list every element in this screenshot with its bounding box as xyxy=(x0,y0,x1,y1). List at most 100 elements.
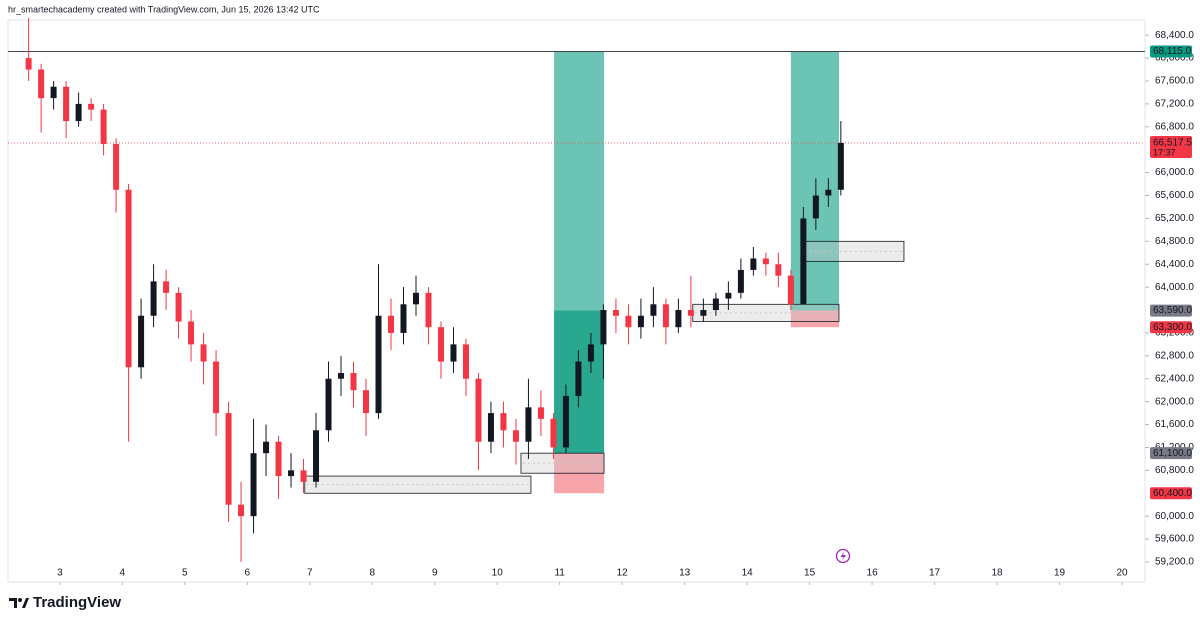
candle-body xyxy=(450,344,457,362)
x-tick-label: 19 xyxy=(1054,568,1066,579)
stop-zone xyxy=(790,310,839,328)
y-tick-label: 64,800.0 xyxy=(1155,236,1194,247)
candle-body xyxy=(562,395,569,448)
candle xyxy=(762,252,769,276)
y-tick-label: 65,600.0 xyxy=(1155,190,1194,201)
candle-body xyxy=(275,441,282,477)
x-tick-label: 5 xyxy=(182,568,188,579)
candle-body xyxy=(88,103,95,110)
candle-body xyxy=(775,264,782,276)
candle xyxy=(675,298,682,333)
candle xyxy=(238,481,245,562)
candle-body xyxy=(38,69,45,99)
price-badge-label: 61,100.0 xyxy=(1153,448,1192,459)
candle xyxy=(800,206,807,305)
candle xyxy=(288,453,295,488)
x-tick-label: 4 xyxy=(120,568,126,579)
candle xyxy=(63,80,70,139)
y-tick-label: 62,000.0 xyxy=(1155,396,1194,407)
candle-body xyxy=(475,378,482,442)
candle xyxy=(487,401,494,454)
candle-body xyxy=(550,418,557,448)
candle-body xyxy=(787,275,794,305)
x-tick-label: 6 xyxy=(245,568,251,579)
candle xyxy=(712,292,719,316)
candle-body xyxy=(163,281,170,293)
x-tick-label: 3 xyxy=(57,568,63,579)
price-badge-label: 68,115.0 xyxy=(1153,46,1192,57)
candle xyxy=(475,373,482,471)
candle xyxy=(163,269,170,311)
price-badge-label: 63,590.0 xyxy=(1153,305,1192,316)
position-tool xyxy=(554,51,605,494)
candle-body xyxy=(662,304,669,328)
candle-body xyxy=(363,390,370,414)
candle xyxy=(600,304,607,379)
candle-body xyxy=(650,304,657,316)
y-tick-label: 60,000.0 xyxy=(1155,511,1194,522)
price-badge-label: 63,300.0 xyxy=(1153,322,1192,333)
candle xyxy=(450,327,457,374)
candle-body xyxy=(537,407,544,419)
candle-body xyxy=(188,321,195,345)
candle xyxy=(313,413,320,488)
candle-body xyxy=(300,470,307,482)
candle-body xyxy=(125,189,132,368)
y-tick-label: 66,800.0 xyxy=(1155,121,1194,132)
candle xyxy=(750,247,757,276)
candle-body xyxy=(325,378,332,431)
candle xyxy=(550,413,557,459)
candle-body xyxy=(338,373,345,379)
x-tick-label: 13 xyxy=(679,568,691,579)
candle-body xyxy=(313,430,320,482)
zone-box xyxy=(802,240,905,262)
candle xyxy=(200,332,207,385)
y-tick-label: 62,800.0 xyxy=(1155,350,1194,361)
candle-body xyxy=(637,315,644,328)
x-tick-label: 10 xyxy=(492,568,504,579)
price-badge xyxy=(1150,487,1192,500)
candle xyxy=(400,287,407,345)
candle-body xyxy=(412,292,419,305)
candle xyxy=(662,298,669,345)
candle xyxy=(512,418,519,465)
candle-body xyxy=(400,304,407,333)
candle xyxy=(462,338,469,396)
candle xyxy=(300,458,307,494)
candle xyxy=(50,80,57,110)
y-tick-label: 67,600.0 xyxy=(1155,76,1194,87)
brand-name: TradingView xyxy=(33,594,121,611)
candle xyxy=(687,275,694,328)
candle xyxy=(250,418,257,534)
candle xyxy=(263,424,270,477)
candle-body xyxy=(600,310,607,345)
candle xyxy=(188,310,195,362)
candle-body xyxy=(825,189,832,196)
zone-box xyxy=(520,452,605,474)
y-tick-label: 59,600.0 xyxy=(1155,534,1194,545)
x-tick-label: 17 xyxy=(929,568,941,579)
candle-body xyxy=(250,453,257,517)
candle-body xyxy=(50,86,57,99)
candle xyxy=(700,298,707,322)
candle xyxy=(113,138,120,213)
candle-body xyxy=(837,142,844,190)
profit-zone xyxy=(790,51,839,311)
candle xyxy=(650,287,657,328)
candle-body xyxy=(200,344,207,362)
candle-body xyxy=(625,315,632,328)
candle-body xyxy=(812,195,819,219)
candle xyxy=(775,252,782,288)
candle-body xyxy=(675,310,682,328)
candle xyxy=(338,355,345,396)
candle-body xyxy=(175,292,182,322)
price-badge xyxy=(1150,45,1192,58)
candle xyxy=(812,178,819,230)
candle xyxy=(562,384,569,454)
y-tick-label: 64,000.0 xyxy=(1155,282,1194,293)
x-tick-label: 12 xyxy=(617,568,629,579)
y-tick-label: 59,200.0 xyxy=(1155,557,1194,568)
x-tick-label: 14 xyxy=(742,568,754,579)
